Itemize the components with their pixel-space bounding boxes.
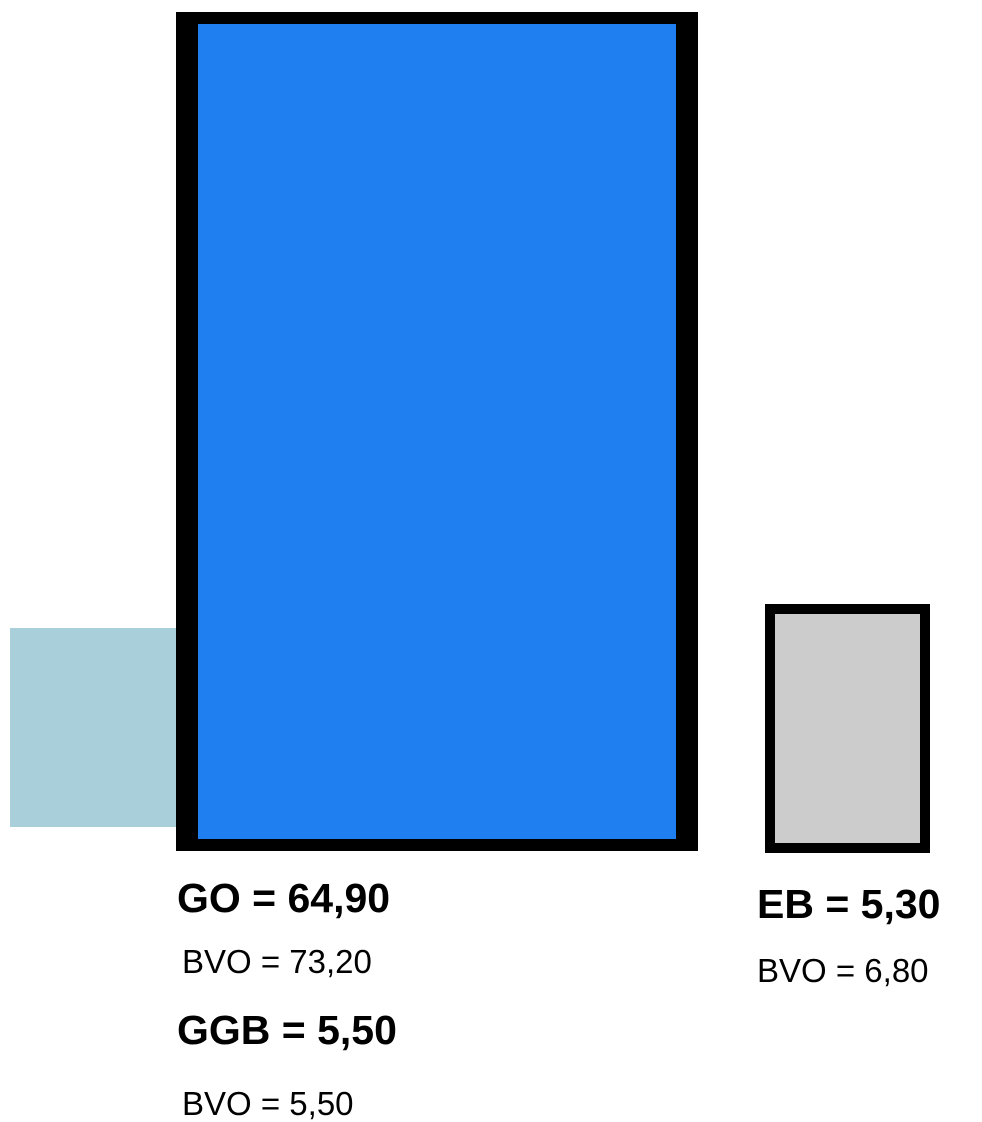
go-bvo-label: BVO = 73,20 xyxy=(182,943,372,980)
go-area-block xyxy=(176,12,698,851)
go-label: GO = 64,90 xyxy=(177,875,391,921)
ggb-label: GGB = 5,50 xyxy=(177,1007,397,1053)
ggb-area-block xyxy=(10,628,180,827)
eb-area-block xyxy=(765,604,930,853)
eb-label: EB = 5,30 xyxy=(757,881,941,927)
ggb-bvo-label: BVO = 5,50 xyxy=(182,1085,354,1122)
eb-bvo-label: BVO = 6,80 xyxy=(757,952,929,989)
